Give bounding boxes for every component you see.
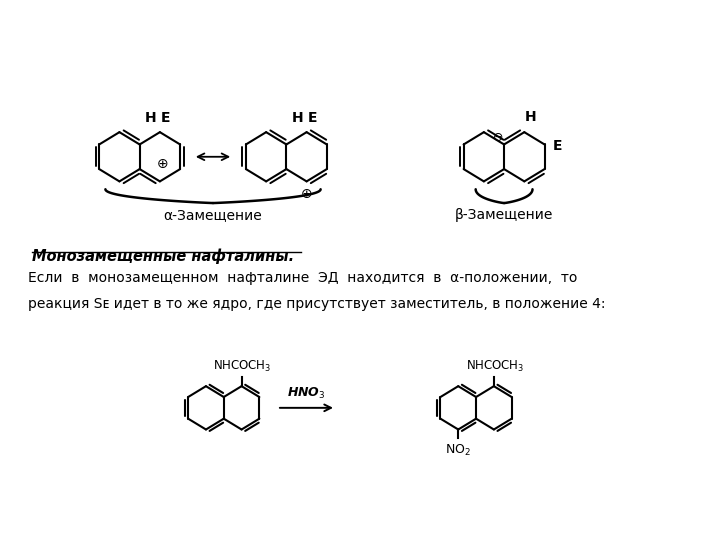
Text: ⊕: ⊕ — [301, 187, 312, 201]
Text: H: H — [525, 110, 536, 124]
Text: E: E — [161, 111, 170, 125]
Text: α-Замещение: α-Замещение — [163, 208, 262, 222]
Text: реакция Sᴇ идет в то же ядро, где присутствует заместитель, в положение 4:: реакция Sᴇ идет в то же ядро, где присут… — [27, 296, 605, 310]
Text: NHCOCH$_3$: NHCOCH$_3$ — [466, 359, 524, 374]
Text: NO$_2$: NO$_2$ — [445, 443, 471, 458]
Text: H: H — [145, 111, 156, 125]
Text: ⊕: ⊕ — [157, 157, 168, 171]
Text: ⊖: ⊖ — [493, 131, 504, 144]
Text: Если  в  монозамещенном  нафталине  ЭД  находится  в  α-положении,  то: Если в монозамещенном нафталине ЭД наход… — [27, 271, 577, 285]
Text: NHCOCH$_3$: NHCOCH$_3$ — [213, 359, 271, 374]
Text: HNO$_3$: HNO$_3$ — [287, 386, 325, 401]
Text: E: E — [553, 139, 562, 153]
Text: H: H — [292, 111, 303, 125]
Text: E: E — [307, 111, 317, 125]
Text: Монозамещенные нафталины.: Монозамещенные нафталины. — [32, 248, 294, 264]
Text: β-Замещение: β-Замещение — [455, 208, 553, 222]
